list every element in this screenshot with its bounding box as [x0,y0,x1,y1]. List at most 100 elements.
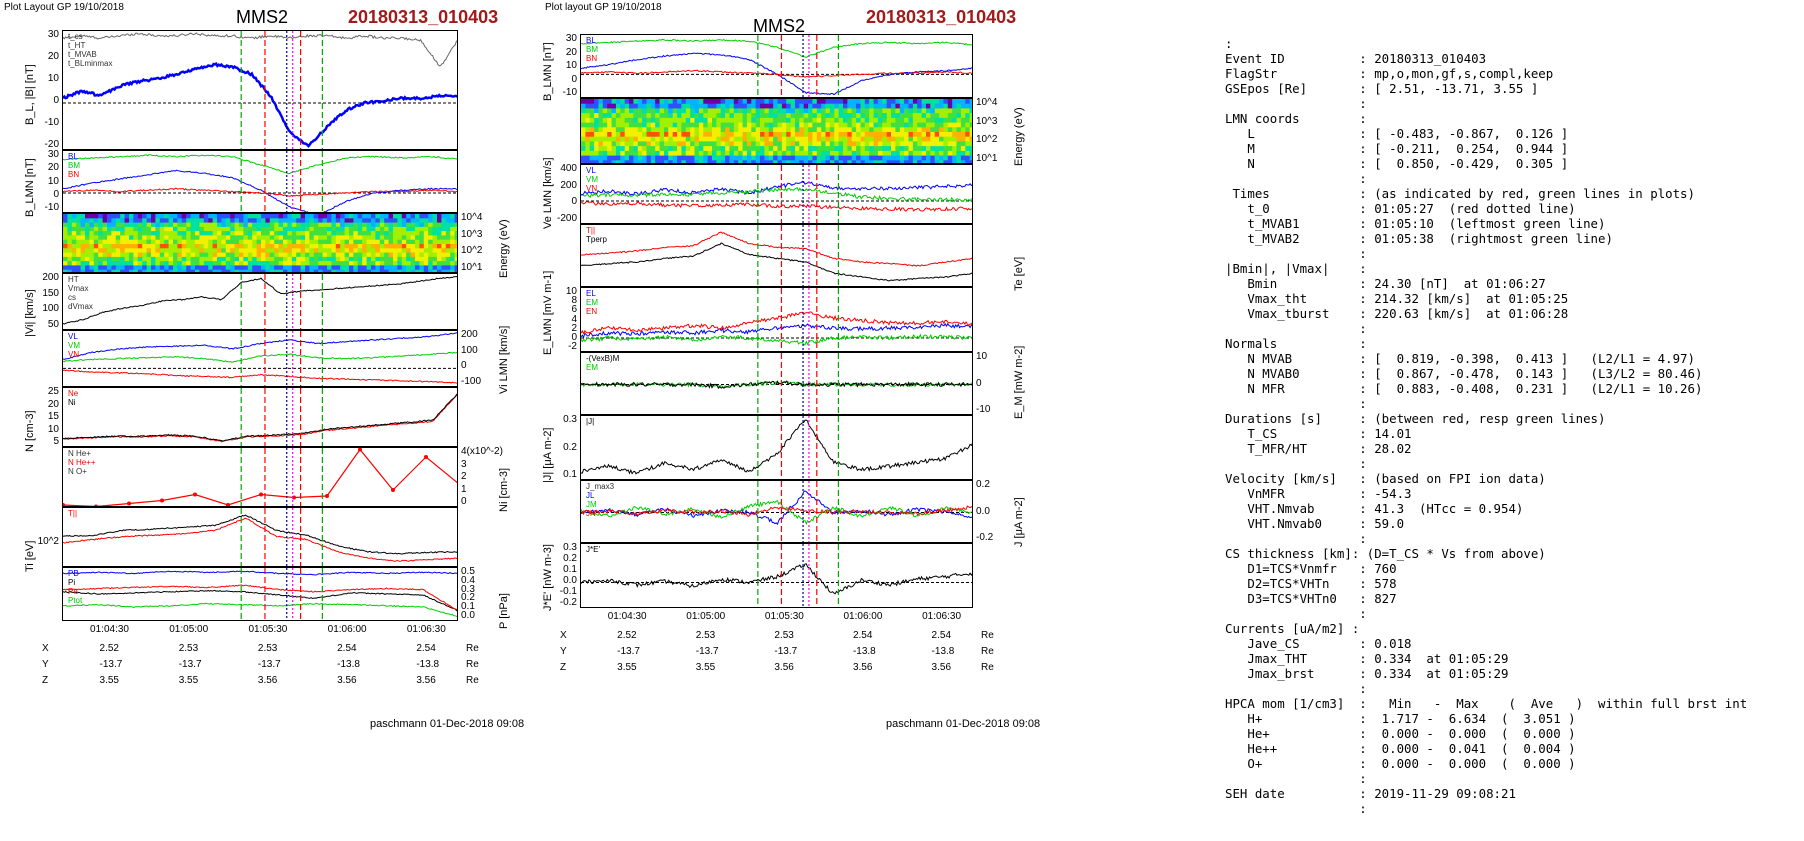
spectrogram-cell [225,261,231,266]
spectrogram-cell [829,136,835,142]
spectrogram-cell [423,244,429,249]
spectrogram-cell [733,150,739,156]
spectrogram-cell [598,160,604,163]
spectrogram-cell [146,252,152,258]
spectrogram-cell [956,136,962,142]
spectrogram-cell [912,108,918,114]
spectrogram-cell [195,218,200,223]
spectrogram-cell [847,141,853,147]
spectrogram-cell [877,122,883,128]
spectrogram-cell [760,113,765,119]
spectrogram-cell [773,136,778,142]
spectrogram-cell [917,155,922,161]
panel-legend: J_max3 JL JM JN [586,482,614,518]
spectrogram-cell [415,239,420,245]
legend-entry: -(VexB)M [586,354,620,363]
spectrogram-cell [415,222,420,228]
spectrogram-cell [388,248,394,253]
spectrogram-cell [155,239,161,245]
spectrogram-cell [335,248,341,253]
spectrogram-cell [637,132,643,138]
spectrogram-cell [685,99,691,105]
spectrogram-cell [969,155,972,161]
series-line [581,333,972,346]
spectrogram-cell [155,214,161,219]
spectrogram-cell [318,222,323,228]
spectrogram-cell [882,160,888,163]
spectrogram-cell [199,235,205,241]
info-line: L : [ -0.483, -0.867, 0.126 ] [1225,126,1569,141]
spectrogram-cell [274,218,279,223]
spectrogram-cell [825,113,831,119]
spectrogram-cell [594,122,599,128]
y-tick-label: 10 [565,60,577,71]
spectrogram-cell [357,269,363,272]
spectrogram-cell [283,244,288,249]
panel-plot [63,448,457,506]
spectrogram-cell [930,160,936,163]
spectrogram-cell [812,117,818,123]
spectrogram-cell [746,108,752,114]
spectrogram-cell [799,99,805,105]
spectrogram-cell [146,214,152,219]
spectrogram-cell [63,244,68,249]
y-tick-label: 0 [53,95,59,106]
spectrogram-cell [904,108,909,114]
spectrogram-cell [899,117,905,123]
spectrogram-cell [969,108,972,114]
y-tick-label: 200 [560,179,577,191]
spectrogram-cell [738,146,743,152]
spectrogram-cell [594,117,599,123]
spectrogram-cell [899,108,905,114]
spectrogram-cell [816,146,822,152]
spectrogram-cell [142,244,147,249]
spectrogram-cell [261,265,266,271]
spectrogram-cell [585,103,591,109]
spectrogram-cell [428,226,433,232]
spectrogram-cell [655,122,660,128]
spectrogram-cell [212,231,218,236]
spectrogram-cell [637,117,643,123]
spectrogram-cell [895,146,901,152]
spectrogram-cell [327,218,332,223]
spectrogram-cell [142,214,147,219]
spectrogram-cell [969,141,972,147]
panel-legend: t_cs t_HT t_MVAB t_BLminmax [68,32,112,68]
spectrogram-cell [93,269,99,272]
y-tick-label: 0.0 [461,610,475,621]
spectrogram-cell [80,244,86,249]
spectrogram-cell [921,99,927,105]
spectrogram-cell [891,136,896,142]
spectrogram-cell [357,244,363,249]
spectrogram-cell [98,226,103,232]
spectrogram-cell [388,214,394,219]
info-line: N : [ 0.850, -0.429, 0.305 ] [1225,156,1569,171]
spectrogram-cell [415,218,420,223]
spectrogram-cell [637,150,643,156]
spectrogram-cell [335,235,341,241]
middle-plot-title: MMS2 [753,16,806,36]
spectrogram-cell [406,222,411,228]
spectrogram-cell [873,146,879,152]
spectrogram-cell [760,132,765,138]
spectrogram-cell [155,231,161,236]
spectrogram-cell [742,113,748,119]
spectrogram-cell [155,256,161,262]
spectrogram-cell [825,155,831,161]
spectrogram-cell [199,226,205,232]
spectrogram-cell [795,127,800,133]
spectrogram-cell [322,265,328,271]
legend-entry: Ptot [68,596,83,605]
spectrogram-cell [278,218,284,223]
y-tick-label: 0.2 [976,479,990,490]
y-tick-label: 0 [976,377,982,389]
spectrogram-cell [322,214,328,219]
spectrogram-cell [217,226,222,232]
spectrogram-cell [102,239,108,245]
coord-value: 2.53 [695,630,716,641]
spectrogram-cell [441,261,447,266]
spectrogram-cell [668,160,674,163]
spectrogram-cell [327,256,332,262]
legend-entry: Pi [68,578,76,587]
spectrogram-cell [873,155,879,161]
